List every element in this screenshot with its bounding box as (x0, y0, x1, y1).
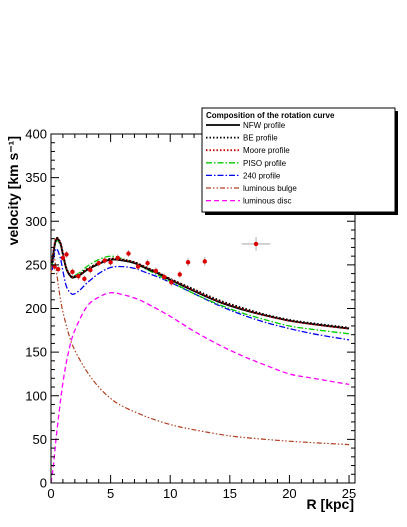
observed-point (102, 258, 107, 263)
legend-label: PISO profile (243, 159, 287, 168)
observed-point (82, 276, 87, 282)
observed-point (145, 260, 150, 266)
legend-title: Composition of the rotation curve (206, 111, 335, 120)
legend-label: luminous disc (243, 197, 291, 206)
y-tick-label: 250 (25, 257, 47, 272)
observed-point (202, 259, 207, 264)
legend-label: NFW profile (243, 121, 286, 130)
observed-point (96, 260, 101, 266)
x-tick-label: 0 (47, 486, 54, 501)
observed-point (126, 251, 131, 256)
series-line-piso-profile (51, 239, 350, 335)
observed-point (60, 255, 66, 261)
x-tick-label: 25 (342, 486, 356, 501)
y-tick-label: 400 (25, 127, 47, 142)
observed-point (52, 264, 57, 269)
observed-point (253, 241, 259, 247)
y-tick-label: 100 (25, 388, 47, 403)
observed-point (153, 268, 159, 274)
legend-label: 240 profile (243, 171, 281, 180)
y-tick-label: 50 (33, 432, 47, 447)
legend: Composition of the rotation curve NFW pr… (201, 107, 398, 215)
legend-items: NFW profile BE profile Moore profile PISO p… (206, 121, 297, 206)
y-tick-label: 150 (25, 345, 47, 360)
x-tick-label: 10 (163, 486, 177, 501)
series-line-luminous-bulge (50, 253, 350, 446)
observed-point (135, 264, 141, 269)
legend-box (201, 107, 396, 213)
observed-point (70, 269, 75, 275)
observed-point (169, 280, 174, 285)
observed-point (76, 274, 81, 279)
observed-point (115, 255, 120, 261)
observed-point (108, 260, 113, 265)
legend-label: luminous bulge (243, 184, 297, 193)
observed-point (185, 260, 191, 265)
observed-point (162, 274, 167, 280)
series-curves (50, 236, 350, 484)
series-line-moore-profile (51, 236, 350, 330)
series-line-be-profile (51, 236, 350, 329)
legend-label: Moore profile (243, 146, 290, 155)
y-axis-label: velocity [km s⁻¹] (5, 136, 21, 245)
observed-point (88, 267, 93, 273)
observed-point (64, 252, 69, 257)
observed-point (177, 272, 182, 277)
y-tick-label: 350 (25, 170, 47, 185)
x-axis-label: R [kpc] (307, 496, 354, 512)
y-tick-label: 200 (25, 301, 47, 316)
x-tick-label: 15 (223, 486, 237, 501)
y-tick-label: 300 (25, 214, 47, 229)
legend-label: BE profile (243, 134, 278, 143)
series-line-luminous-disc (50, 292, 350, 484)
observed-points (52, 236, 271, 286)
series-line-nfw-profile (51, 237, 350, 330)
y-tick-label: 0 (40, 476, 47, 491)
observed-point (55, 267, 61, 272)
x-tick-label: 20 (282, 486, 296, 501)
series-line-240-profile (51, 248, 350, 341)
x-tick-label: 5 (107, 486, 114, 501)
